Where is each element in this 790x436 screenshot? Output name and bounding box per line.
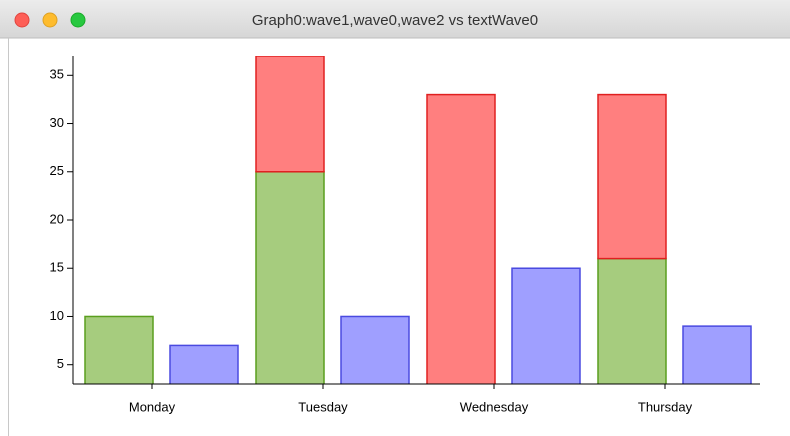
x-tick-label: Monday (129, 399, 176, 414)
y-tick-label: 15 (50, 260, 64, 275)
close-button[interactable] (14, 12, 30, 28)
x-tick-label: Tuesday (298, 399, 348, 414)
bar (511, 267, 581, 384)
bar (255, 56, 325, 173)
bar (255, 171, 325, 384)
y-tick-label: 25 (50, 163, 64, 178)
bar (597, 93, 667, 260)
window-title: Graph0:wave1,wave0,wave2 vs textWave0 (252, 12, 538, 29)
y-tick-label: 5 (57, 356, 64, 371)
y-tick-label: 30 (50, 115, 64, 130)
x-tick-label: Wednesday (460, 399, 529, 414)
bar (682, 325, 752, 384)
bar (84, 315, 154, 384)
bar (597, 257, 667, 384)
y-tick-label: 20 (50, 211, 64, 226)
plot-area (84, 56, 752, 384)
bar (426, 93, 496, 384)
title-bar (0, 0, 790, 38)
bar (169, 344, 239, 384)
zoom-button[interactable] (70, 12, 86, 28)
x-tick-label: Thursday (638, 399, 693, 414)
minimize-button[interactable] (42, 12, 58, 28)
bar (340, 315, 410, 384)
y-tick-label: 10 (50, 308, 64, 323)
y-tick-label: 35 (50, 67, 64, 82)
